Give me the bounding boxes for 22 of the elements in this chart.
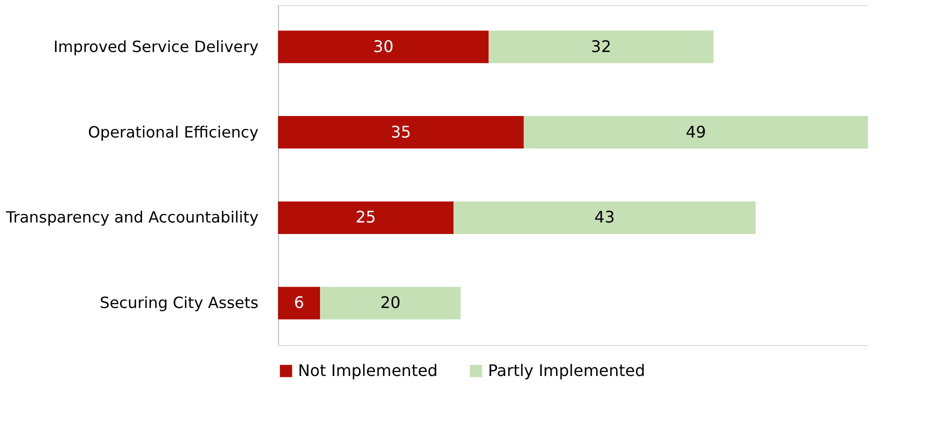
- data-label: 32: [590, 36, 612, 56]
- y-tick-label: Improved Service Delivery: [53, 38, 258, 56]
- y-tick-label: Operational Efficiency: [88, 123, 258, 142]
- data-label: 35: [390, 122, 412, 142]
- legend-label: Partly Implemented: [488, 361, 646, 380]
- data-label: 6: [294, 293, 304, 312]
- bar: [278, 116, 524, 149]
- bar: [278, 201, 454, 234]
- y-tick-label: Transparency and Accountability: [5, 208, 258, 227]
- legend-label: Not Implemented: [298, 361, 438, 380]
- data-label: 20: [380, 293, 401, 312]
- data-label: 25: [356, 208, 376, 227]
- bar: [524, 116, 868, 149]
- data-label: 43: [594, 208, 615, 227]
- y-tick-label: Securing City Assets: [100, 294, 258, 312]
- bar: [454, 201, 756, 234]
- data-label: 30: [373, 36, 394, 56]
- data-label: 49: [686, 122, 706, 142]
- bar: [320, 286, 461, 320]
- bar: [488, 30, 714, 64]
- bar: [278, 286, 320, 320]
- bar: [278, 30, 489, 64]
